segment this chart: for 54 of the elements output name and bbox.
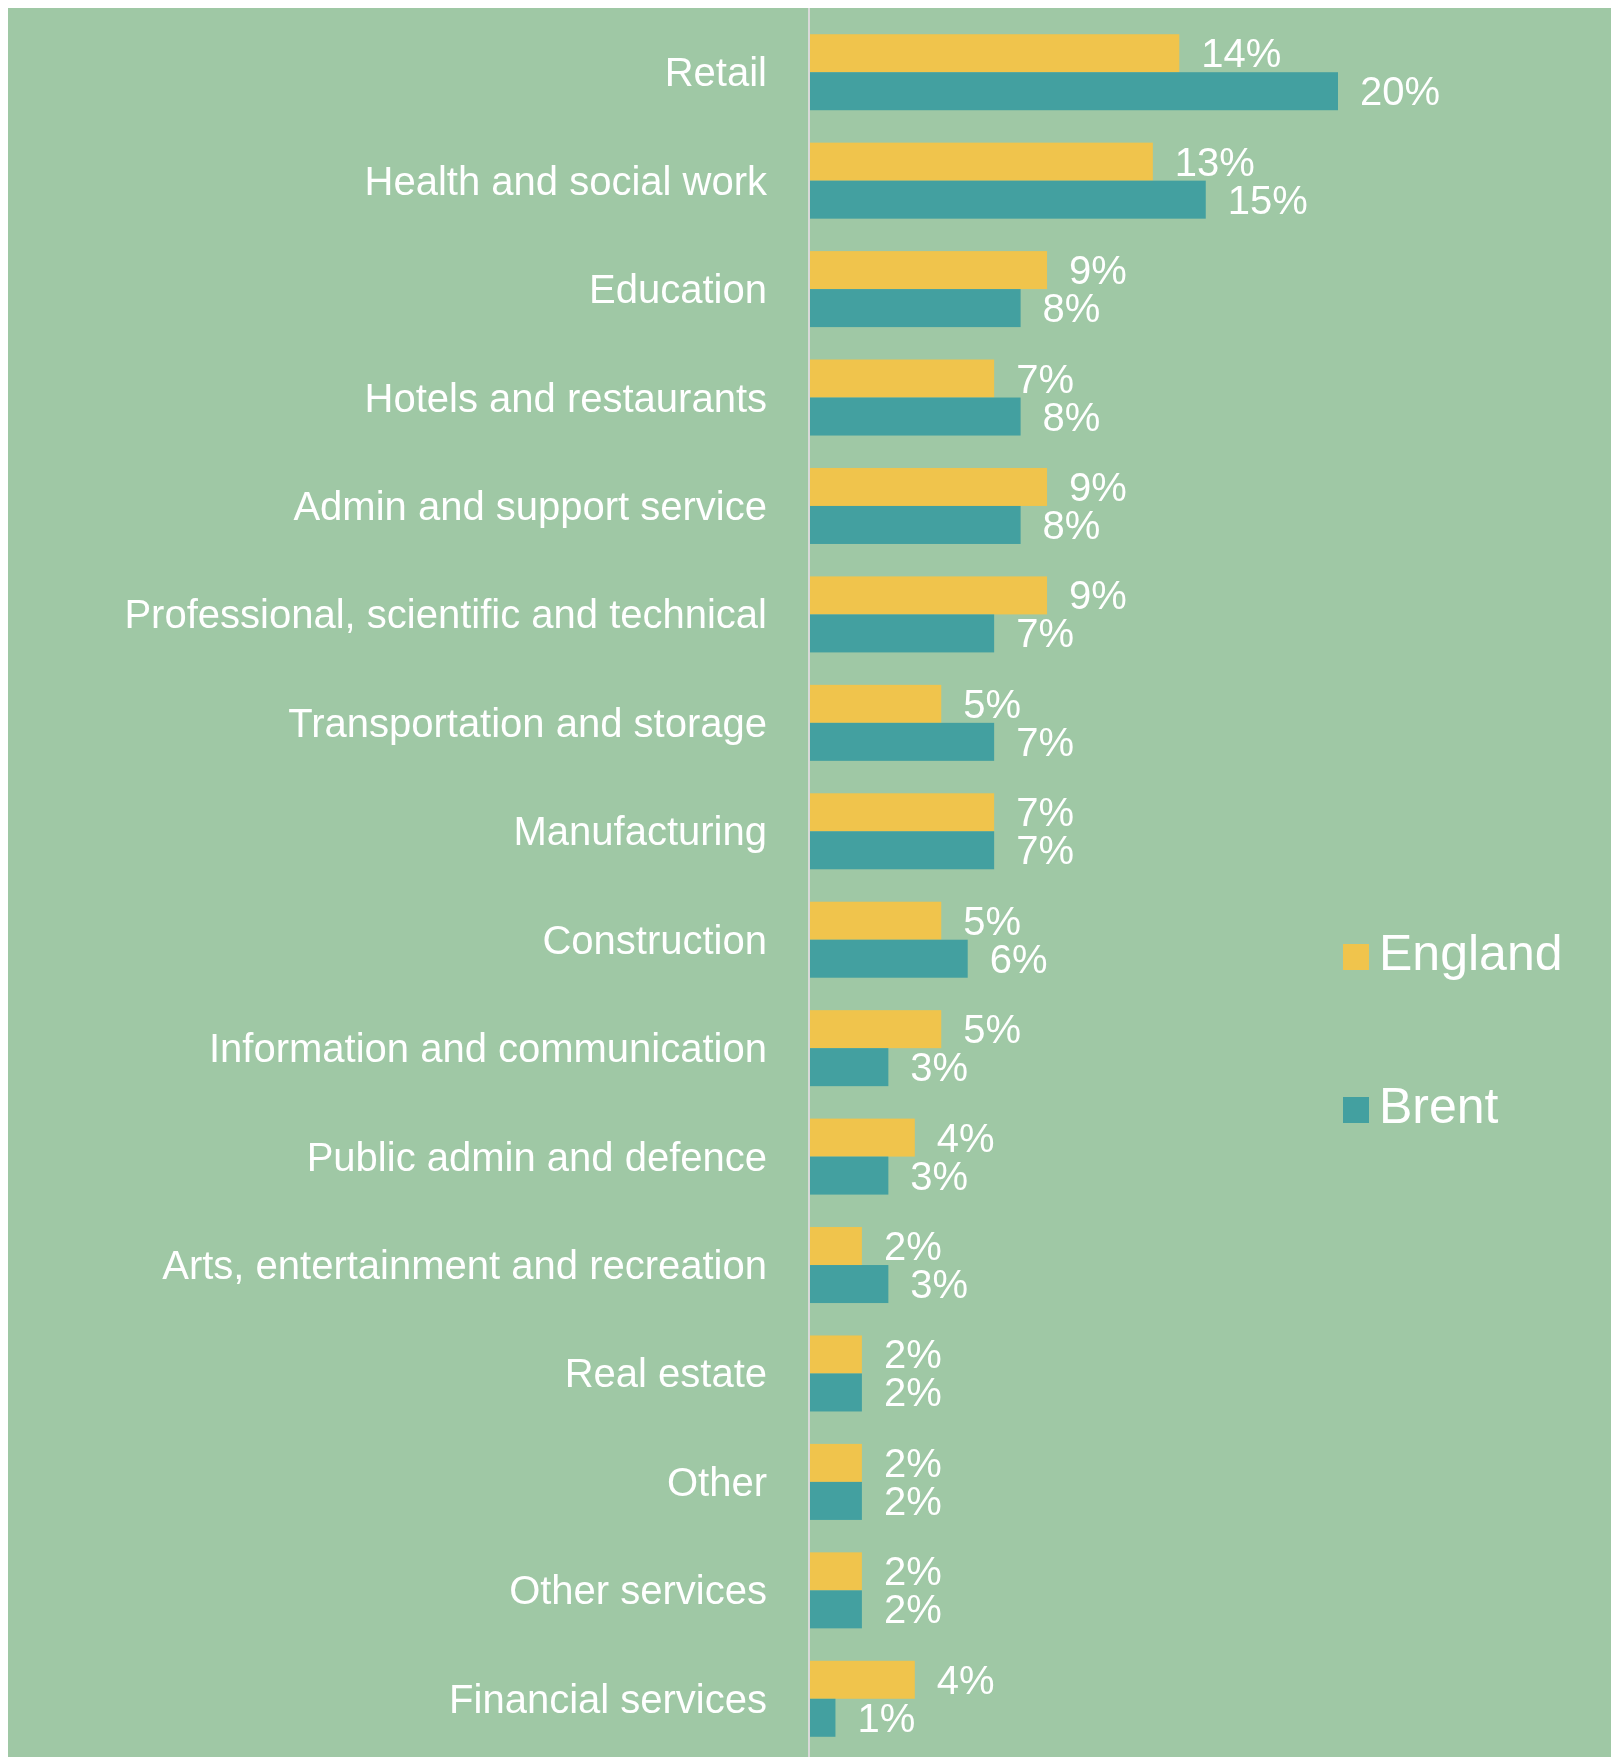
- bar: [809, 397, 1021, 436]
- y-tick-label: Other: [666, 1459, 767, 1504]
- y-tick-label: Public admin and defence: [306, 1134, 767, 1179]
- y-tick-label: Other services: [509, 1568, 767, 1613]
- bar: [809, 1118, 915, 1157]
- y-tick-label: Real estate: [564, 1351, 767, 1396]
- data-label: 20%: [1360, 69, 1441, 114]
- bar: [809, 1010, 942, 1049]
- bar: [809, 1373, 862, 1412]
- bar: [809, 684, 942, 723]
- bar: [809, 1698, 836, 1737]
- y-tick-label: Transportation and storage: [288, 700, 767, 745]
- bar: [809, 1443, 862, 1482]
- bar: [809, 1227, 862, 1266]
- bar: [809, 831, 995, 870]
- bar: [809, 793, 995, 832]
- data-label: 4%: [936, 1657, 995, 1702]
- bar: [809, 289, 1021, 328]
- y-tick-label: Financial services: [449, 1676, 767, 1721]
- data-label: 1%: [857, 1695, 916, 1740]
- bar: [809, 1265, 889, 1304]
- y-tick-label: Retail: [664, 50, 767, 95]
- bar: [809, 467, 1048, 506]
- bar: [809, 142, 1153, 181]
- bar: [809, 505, 1021, 544]
- bar: [809, 614, 995, 653]
- legend-label: Brent: [1379, 1078, 1499, 1134]
- y-tick-label: Education: [589, 267, 767, 312]
- y-tick-label: Admin and support service: [293, 483, 767, 528]
- y-tick-label: Professional, scientific and technical: [124, 592, 767, 637]
- bar: [809, 939, 968, 978]
- y-tick-label: Hotels and restaurants: [364, 375, 767, 420]
- bar: [809, 251, 1048, 290]
- y-tick-label: Information and communication: [208, 1026, 767, 1071]
- legend-label: England: [1379, 925, 1563, 981]
- bar: [809, 576, 1048, 615]
- bar: [809, 1048, 889, 1087]
- bar: [809, 1552, 862, 1591]
- bar: [809, 722, 995, 761]
- bar: [809, 1660, 915, 1699]
- bar: [809, 901, 942, 940]
- bar: [809, 1156, 889, 1195]
- y-tick-label: Manufacturing: [513, 809, 767, 854]
- y-tick-label: Arts, entertainment and recreation: [162, 1243, 767, 1288]
- bar: [809, 1590, 862, 1629]
- bar: [809, 1335, 862, 1374]
- y-tick-label: Construction: [542, 917, 767, 962]
- bar: [809, 34, 1180, 73]
- bar: [809, 72, 1338, 111]
- bar: [809, 359, 995, 398]
- bar: [809, 180, 1206, 219]
- bar: [809, 1481, 862, 1520]
- y-tick-label: Health and social work: [364, 158, 768, 203]
- data-label: 14%: [1201, 31, 1282, 76]
